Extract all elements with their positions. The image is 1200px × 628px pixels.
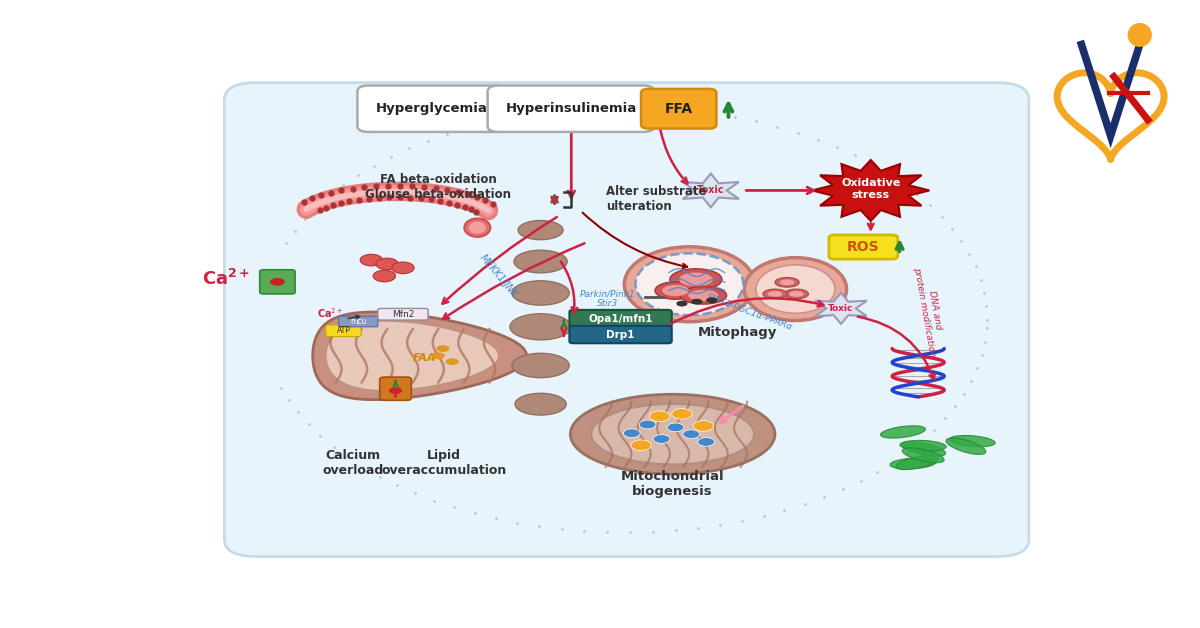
Text: Lipid
overaccumulation: Lipid overaccumulation	[382, 449, 506, 477]
Circle shape	[270, 278, 284, 286]
Text: FAA: FAA	[413, 353, 436, 363]
Circle shape	[360, 254, 383, 266]
Text: DNA and
protein modification: DNA and protein modification	[912, 265, 947, 358]
Ellipse shape	[679, 273, 713, 286]
Text: Drp1: Drp1	[606, 330, 635, 340]
Ellipse shape	[881, 426, 925, 438]
Text: Ca$^{2+}$: Ca$^{2+}$	[317, 306, 343, 320]
Ellipse shape	[512, 354, 569, 377]
Circle shape	[373, 270, 396, 282]
Circle shape	[697, 438, 714, 447]
Ellipse shape	[510, 314, 571, 340]
Ellipse shape	[670, 269, 722, 290]
Ellipse shape	[636, 253, 743, 315]
Circle shape	[376, 258, 398, 270]
Circle shape	[640, 420, 656, 429]
Ellipse shape	[780, 279, 794, 285]
Circle shape	[677, 301, 688, 306]
Text: Mitochondrial
biogenesis: Mitochondrial biogenesis	[620, 470, 725, 498]
Text: ROS: ROS	[847, 240, 880, 254]
Ellipse shape	[946, 438, 985, 455]
Ellipse shape	[788, 291, 804, 297]
Text: SIRT1-PGC1α-PPARα: SIRT1-PGC1α-PPARα	[706, 293, 794, 332]
Ellipse shape	[900, 440, 947, 451]
Ellipse shape	[570, 394, 775, 474]
Circle shape	[623, 429, 640, 438]
Ellipse shape	[949, 435, 995, 447]
Circle shape	[432, 352, 445, 359]
Circle shape	[649, 411, 670, 421]
Ellipse shape	[464, 219, 491, 237]
Circle shape	[631, 440, 652, 451]
Text: FA beta-oxidation
Glouse beta-oxidation: FA beta-oxidation Glouse beta-oxidation	[365, 173, 511, 200]
Circle shape	[683, 430, 700, 438]
FancyBboxPatch shape	[224, 83, 1028, 556]
FancyBboxPatch shape	[358, 85, 505, 132]
Text: Toxic: Toxic	[697, 185, 725, 195]
Ellipse shape	[768, 291, 782, 297]
Ellipse shape	[592, 404, 754, 464]
Text: Parkin/Pink1
Stir3: Parkin/Pink1 Stir3	[580, 289, 636, 308]
Circle shape	[706, 297, 718, 303]
Ellipse shape	[689, 290, 719, 301]
Ellipse shape	[469, 222, 486, 234]
Ellipse shape	[655, 282, 696, 300]
Text: ATP: ATP	[336, 326, 350, 335]
Polygon shape	[812, 160, 929, 221]
Ellipse shape	[744, 257, 846, 320]
Text: MEKK1/JNK: MEKK1/JNK	[478, 252, 520, 300]
Text: Mfn2: Mfn2	[391, 310, 414, 319]
Ellipse shape	[514, 250, 568, 273]
FancyBboxPatch shape	[378, 308, 428, 320]
Text: FFA: FFA	[665, 102, 694, 116]
Circle shape	[694, 421, 714, 431]
Polygon shape	[683, 173, 739, 207]
Text: Calcium
overload: Calcium overload	[322, 449, 383, 477]
FancyBboxPatch shape	[829, 235, 898, 259]
Circle shape	[691, 299, 702, 305]
Circle shape	[653, 435, 670, 443]
Circle shape	[437, 345, 450, 352]
Text: Oxidative
stress: Oxidative stress	[841, 178, 900, 200]
FancyBboxPatch shape	[570, 310, 672, 327]
Text: Hyperglycemia: Hyperglycemia	[376, 102, 487, 115]
FancyBboxPatch shape	[259, 270, 295, 294]
Ellipse shape	[775, 278, 799, 287]
Circle shape	[391, 262, 414, 274]
Text: Toxic: Toxic	[828, 304, 853, 313]
FancyBboxPatch shape	[641, 89, 716, 129]
Polygon shape	[815, 293, 866, 324]
Ellipse shape	[890, 458, 936, 469]
Ellipse shape	[902, 448, 944, 463]
Circle shape	[445, 358, 458, 365]
Ellipse shape	[763, 289, 787, 299]
Circle shape	[672, 409, 692, 419]
Ellipse shape	[785, 289, 809, 299]
Text: Ca$^{\mathbf{2+}}$: Ca$^{\mathbf{2+}}$	[203, 269, 251, 290]
Polygon shape	[325, 321, 499, 391]
Text: Hyperinsulinemia: Hyperinsulinemia	[505, 102, 637, 115]
FancyBboxPatch shape	[338, 316, 378, 327]
Ellipse shape	[896, 455, 938, 470]
Ellipse shape	[518, 220, 563, 240]
FancyBboxPatch shape	[570, 326, 672, 344]
FancyBboxPatch shape	[379, 377, 412, 400]
Circle shape	[389, 387, 402, 394]
Circle shape	[667, 423, 684, 431]
FancyBboxPatch shape	[325, 325, 361, 337]
Circle shape	[1128, 23, 1152, 47]
Polygon shape	[313, 312, 527, 399]
Text: Mitophagy: Mitophagy	[698, 326, 778, 339]
Ellipse shape	[756, 265, 835, 313]
Ellipse shape	[515, 393, 566, 415]
Text: mcu: mcu	[350, 317, 366, 326]
Text: Alter substrate
ulteration: Alter substrate ulteration	[606, 185, 706, 213]
Ellipse shape	[624, 247, 755, 322]
Ellipse shape	[512, 281, 569, 305]
Ellipse shape	[680, 286, 727, 304]
Text: Opa1/mfn1: Opa1/mfn1	[588, 313, 653, 323]
FancyBboxPatch shape	[487, 85, 654, 132]
Ellipse shape	[662, 285, 689, 296]
Ellipse shape	[902, 442, 946, 456]
